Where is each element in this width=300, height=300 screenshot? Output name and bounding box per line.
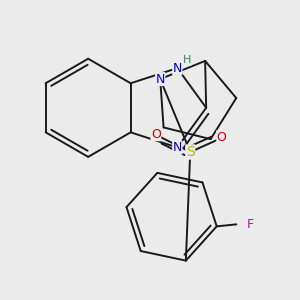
Text: S: S	[186, 145, 195, 159]
Text: O: O	[217, 131, 226, 144]
Text: N: N	[173, 61, 182, 75]
Text: O: O	[151, 128, 161, 141]
Text: H: H	[183, 55, 191, 65]
Text: N: N	[173, 141, 182, 154]
Text: F: F	[247, 218, 254, 231]
Text: N: N	[155, 73, 165, 85]
